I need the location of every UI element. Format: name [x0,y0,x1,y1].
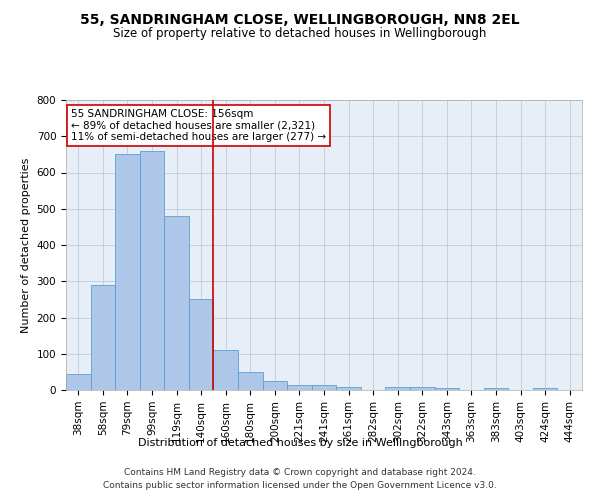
Text: Distribution of detached houses by size in Wellingborough: Distribution of detached houses by size … [137,438,463,448]
Text: Contains HM Land Registry data © Crown copyright and database right 2024.: Contains HM Land Registry data © Crown c… [124,468,476,477]
Bar [189,300,214,390]
Bar [336,387,361,390]
Bar [115,154,140,390]
Bar [410,387,434,390]
Text: 55 SANDRINGHAM CLOSE: 156sqm
← 89% of detached houses are smaller (2,321)
11% of: 55 SANDRINGHAM CLOSE: 156sqm ← 89% of de… [71,108,326,142]
Bar [91,285,115,390]
Bar [533,388,557,390]
Bar [140,151,164,390]
Text: 55, SANDRINGHAM CLOSE, WELLINGBOROUGH, NN8 2EL: 55, SANDRINGHAM CLOSE, WELLINGBOROUGH, N… [80,12,520,26]
Bar [434,388,459,390]
Bar [214,350,238,390]
Bar [312,385,336,390]
Bar [66,374,91,390]
Text: Size of property relative to detached houses in Wellingborough: Size of property relative to detached ho… [113,28,487,40]
Bar [263,381,287,390]
Bar [385,387,410,390]
Bar [238,372,263,390]
Bar [287,385,312,390]
Y-axis label: Number of detached properties: Number of detached properties [21,158,31,332]
Text: Contains public sector information licensed under the Open Government Licence v3: Contains public sector information licen… [103,482,497,490]
Bar [164,216,189,390]
Bar [484,388,508,390]
